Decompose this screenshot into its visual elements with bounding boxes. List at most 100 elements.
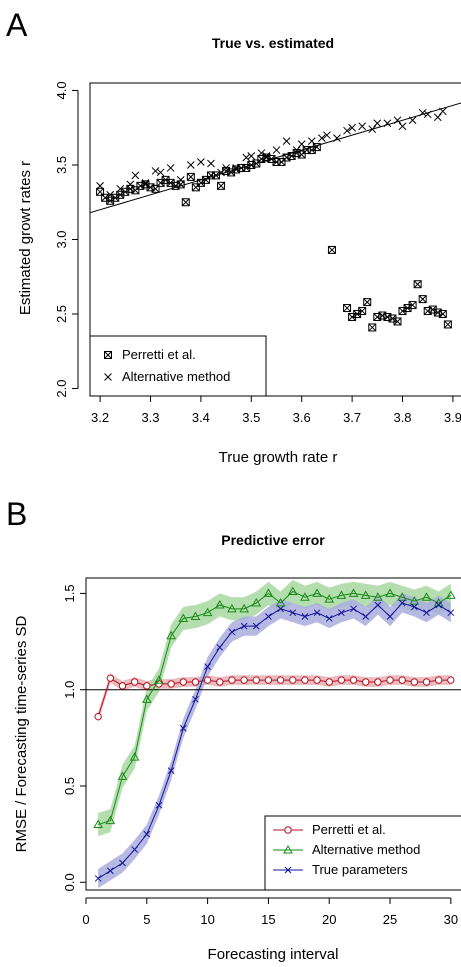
point-alternative <box>116 184 125 193</box>
point-alternative <box>131 171 140 180</box>
point-perretti <box>312 143 321 152</box>
series-point <box>240 622 248 630</box>
point-perretti <box>161 175 170 184</box>
series-point <box>179 724 187 732</box>
point-alternative <box>383 119 392 128</box>
point-alternative <box>126 180 135 189</box>
x-tick-label: 0 <box>82 912 89 927</box>
y-tick-label: 0.0 <box>62 873 77 891</box>
series-point <box>216 643 224 651</box>
series-point <box>263 588 274 597</box>
series-point <box>239 603 249 613</box>
series-point <box>191 678 200 686</box>
series-point <box>141 694 152 703</box>
point-alternative <box>393 116 402 125</box>
series-point <box>214 599 225 609</box>
series-point <box>374 678 382 686</box>
panel-a-y-label: Estimated growt rates r <box>17 161 34 315</box>
series-point <box>397 592 408 601</box>
series-point <box>251 598 262 607</box>
series-point <box>130 678 139 686</box>
x-tick-label: 3.9 <box>444 410 461 425</box>
panel-b-series <box>93 586 456 882</box>
series-point <box>155 801 163 809</box>
point-alternative <box>96 181 104 190</box>
series-point <box>202 607 213 617</box>
point-perretti <box>368 323 377 332</box>
series-point <box>373 592 383 601</box>
legend-label-alternative: Alternative method <box>312 842 420 857</box>
legend-symbol <box>284 826 292 834</box>
series-point <box>336 590 347 599</box>
panel-a-legend: Perretti et al. Alternative method <box>89 335 267 397</box>
panel-a-points <box>96 107 452 332</box>
point-perretti <box>353 310 362 319</box>
y-tick-label: 3.5 <box>54 156 69 174</box>
point-alternative <box>318 134 326 143</box>
point-alternative <box>343 126 351 135</box>
panel-a-label: A <box>6 7 28 43</box>
panel-a-legend-box <box>89 335 267 397</box>
series-point <box>117 771 128 780</box>
legend-label-true-parameters: True parameters <box>312 862 408 877</box>
series-point <box>106 674 115 682</box>
x-tick-label: 3.3 <box>141 410 159 425</box>
x-tick-label: 3.4 <box>192 410 210 425</box>
point-perretti <box>363 298 372 307</box>
y-tick-label: 1.0 <box>62 681 77 699</box>
point-perretti <box>212 171 221 180</box>
y-tick-label: 4.0 <box>54 81 69 99</box>
point-alternative <box>408 116 417 125</box>
legend-symbol <box>104 373 112 381</box>
point-alternative <box>262 152 271 160</box>
series-point <box>228 628 236 636</box>
point-perretti <box>327 245 336 254</box>
point-alternative <box>106 190 115 199</box>
point-alternative <box>247 152 256 160</box>
point-perretti <box>111 193 120 202</box>
point-perretti <box>443 320 452 329</box>
legend-marker-perretti <box>104 351 112 359</box>
series-point <box>362 678 370 686</box>
point-perretti <box>438 310 447 319</box>
series-point <box>264 676 273 684</box>
series-point <box>276 676 285 684</box>
series-point <box>166 630 176 640</box>
series-point <box>179 678 187 686</box>
point-perretti <box>217 181 226 190</box>
y-tick-label: 2.0 <box>54 380 69 398</box>
series-point <box>398 676 406 684</box>
point-perretti <box>287 152 296 161</box>
point-alternative <box>166 164 175 172</box>
legend-symbol <box>284 866 292 874</box>
y-tick-label: 2.5 <box>54 305 69 323</box>
series-point <box>178 613 189 622</box>
point-alternative <box>438 107 447 116</box>
y-tick-label: 3.0 <box>54 230 69 248</box>
x-tick-label: 15 <box>261 912 275 927</box>
series-point <box>190 611 201 621</box>
point-perretti <box>242 163 251 172</box>
panel-b-legend-box <box>264 815 461 891</box>
point-perretti <box>186 172 195 181</box>
series-point <box>447 676 455 684</box>
point-alternative <box>423 110 432 119</box>
identity-line <box>89 102 461 214</box>
series-point <box>325 678 333 686</box>
point-alternative <box>373 119 382 128</box>
series-point <box>421 592 432 601</box>
point-alternative <box>348 123 356 132</box>
series-point <box>338 609 345 617</box>
series-point <box>385 588 395 597</box>
series-point <box>324 594 335 603</box>
series-point <box>94 712 102 721</box>
legend-marker-alternative <box>104 373 112 381</box>
point-alternative <box>358 122 367 131</box>
panel-b-label: B <box>6 496 27 532</box>
error-band <box>98 673 451 722</box>
x-tick-label: 3.8 <box>393 410 411 425</box>
series-point <box>386 676 394 684</box>
point-perretti <box>307 146 316 155</box>
point-alternative <box>151 167 160 175</box>
